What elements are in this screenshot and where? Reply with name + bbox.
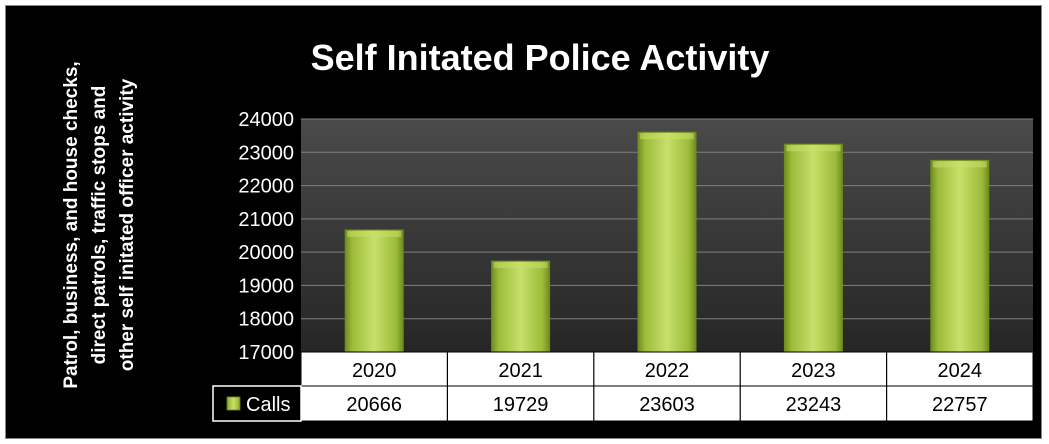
bar (637, 131, 697, 353)
bar (491, 260, 551, 353)
y-tick-label: 20000 (238, 242, 294, 264)
bar (930, 159, 990, 353)
x-category-label: 2022 (645, 360, 690, 382)
bar-highlight (932, 161, 987, 168)
legend-swatch (226, 396, 241, 411)
data-label: 22757 (932, 394, 988, 416)
y-tick-label: 24000 (238, 109, 294, 131)
bar-highlight (493, 262, 548, 269)
y-tick-label: 23000 (238, 142, 294, 164)
y-tick-label: 18000 (238, 309, 294, 331)
legend-label: Calls (246, 394, 290, 416)
bar-highlight (786, 145, 841, 152)
bar (783, 143, 843, 353)
bar-highlight (640, 133, 694, 140)
data-label: 19729 (493, 394, 549, 416)
y-tick-label: 21000 (238, 209, 294, 231)
x-category-label: 2024 (938, 360, 983, 382)
x-category-label: 2020 (352, 360, 397, 382)
data-label: 20666 (346, 394, 402, 416)
bar (344, 229, 404, 353)
y-tick-label: 22000 (238, 176, 294, 198)
data-label: 23243 (786, 394, 842, 416)
chart-title: Self Initated Police Activity (310, 37, 770, 78)
data-label: 23603 (639, 394, 695, 416)
x-category-label: 2021 (498, 360, 543, 382)
y-tick-label: 17000 (238, 342, 294, 364)
y-tick-label: 19000 (238, 275, 294, 297)
bar-highlight (347, 230, 402, 237)
x-category-label: 2023 (791, 360, 836, 382)
table-value-row (300, 385, 1034, 422)
